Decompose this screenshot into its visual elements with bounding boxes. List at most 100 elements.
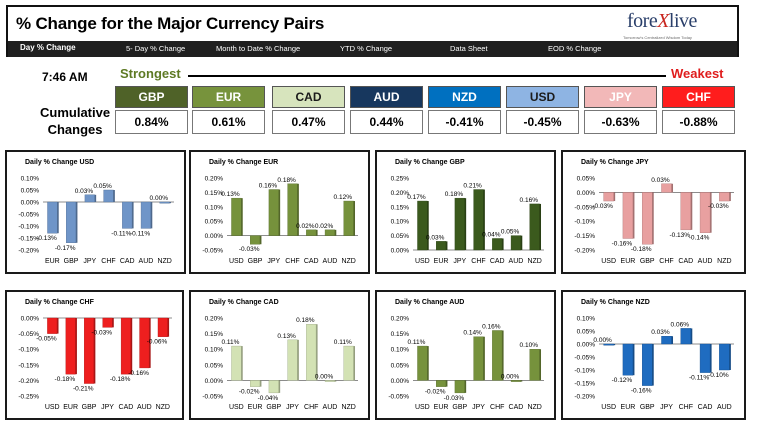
nav-5-day-change[interactable]: 5- Day % Change <box>126 44 186 53</box>
y-tick-label: 0.05% <box>205 362 224 369</box>
bar-eur <box>65 317 76 375</box>
forexlive-logo[interactable]: foreXlive Tomorrow's Centralized Wisdom … <box>617 10 727 44</box>
currency-name: GBP <box>115 86 188 108</box>
x-category-label: EUR <box>621 258 636 265</box>
y-tick-label: -0.15% <box>18 236 39 243</box>
bar-shadow <box>277 380 281 393</box>
currency-card-jpy: JPY -0.63% <box>584 86 657 134</box>
nav-bar: Day % Change 5- Day % Change Month to Da… <box>8 41 737 57</box>
y-tick-label: 0.00% <box>577 342 596 349</box>
bar-cad <box>510 380 521 382</box>
bar-shadow <box>482 336 485 381</box>
bar-value-label: -0.04% <box>258 395 279 402</box>
bar-value-label: -0.03% <box>444 395 465 402</box>
x-category-label: JPY <box>267 258 280 265</box>
bar-cad <box>120 317 131 375</box>
y-tick-label: -0.10% <box>574 219 595 226</box>
y-tick-label: -0.20% <box>18 378 39 385</box>
bar-value-label: -0.16% <box>128 370 149 377</box>
nav-month-to-date[interactable]: Month to Date % Change <box>216 44 301 53</box>
x-category-label: NZD <box>156 404 170 411</box>
bar-shadow <box>463 198 467 250</box>
x-category-label: CHF <box>285 258 299 265</box>
bar-eur <box>47 201 58 234</box>
nav-day-change[interactable]: Day % Change <box>20 43 76 52</box>
currency-change: 0.44% <box>350 110 423 134</box>
bar-shadow <box>296 339 299 381</box>
y-tick-label: 0.10% <box>205 204 224 211</box>
x-category-label: USD <box>229 258 244 265</box>
nav-ytd-change[interactable]: YTD % Change <box>340 44 393 53</box>
bar-cad <box>306 229 317 236</box>
chart-aud: Daily % Change AUD 0.20% 0.15% 0.10% 0.05% 0.… <box>375 290 556 420</box>
y-tick-label: 0.20% <box>205 176 224 183</box>
y-tick-label: -0.05% <box>202 394 223 401</box>
bar-shadow <box>651 344 654 386</box>
x-category-label: JPY <box>472 404 485 411</box>
x-category-label: JPY <box>101 404 114 411</box>
y-tick-label: 0.20% <box>391 190 410 197</box>
bar-aud <box>719 343 730 371</box>
bar-eur <box>622 192 634 239</box>
bar-value-label: -0.18% <box>631 246 652 253</box>
x-category-label: CHF <box>659 258 673 265</box>
bar-cad <box>699 343 711 373</box>
currency-change: -0.45% <box>506 110 579 134</box>
x-category-label: CHF <box>101 258 115 265</box>
bar-value-label: 0.13% <box>277 333 296 340</box>
bar-chf <box>103 189 114 203</box>
chart-title: Daily % Change AUD <box>395 299 465 306</box>
x-category-label: EUR <box>434 404 449 411</box>
bar-shadow <box>689 328 693 344</box>
chart-nzd: Daily % Change NZD 0.10% 0.05% 0.00% -0.05% -… <box>561 290 746 420</box>
bar-shadow <box>92 318 96 384</box>
y-tick-label: 0.05% <box>391 233 410 240</box>
bar-value-label: 0.00% <box>150 195 169 202</box>
bar-shadow <box>612 192 616 202</box>
bar-shadow <box>352 346 356 381</box>
bar-shadow <box>709 192 712 233</box>
nav-data-sheet[interactable]: Data Sheet <box>450 44 488 53</box>
bar-gbp <box>84 317 95 384</box>
y-tick-label: 0.00% <box>391 248 410 255</box>
bar-value-label: -0.03% <box>708 203 729 210</box>
y-tick-label: -0.05% <box>202 248 223 255</box>
bar-shadow <box>131 202 134 229</box>
y-tick-label: 0.00% <box>21 200 40 207</box>
bar-gbp <box>641 192 653 245</box>
y-tick-label: 0.25% <box>391 176 410 183</box>
bar-jpy <box>268 189 279 236</box>
bar-value-label: 0.03% <box>426 234 445 241</box>
x-category-label: NZD <box>341 258 355 265</box>
bar-value-label: -0.16% <box>631 388 652 395</box>
y-tick-label: 0.10% <box>21 176 40 183</box>
bar-value-label: 0.12% <box>334 194 353 201</box>
y-tick-label: 0.00% <box>577 190 596 197</box>
bar-eur <box>622 343 634 376</box>
nav-eod-change[interactable]: EOD % Change <box>548 44 602 53</box>
bar-value-label: -0.10% <box>708 372 729 379</box>
y-tick-label: 0.15% <box>205 190 224 197</box>
x-category-label: CAD <box>120 258 135 265</box>
bar-nzd <box>529 203 540 251</box>
y-tick-label: 0.05% <box>205 219 224 226</box>
bar-shadow <box>56 318 59 334</box>
x-category-label: GBP <box>82 404 97 411</box>
y-tick-label: -0.05% <box>574 355 595 362</box>
bar-value-label: -0.06% <box>147 339 168 346</box>
bar-shadow <box>670 183 674 193</box>
bar-shadow <box>315 229 318 236</box>
bar-nzd <box>157 317 168 337</box>
y-tick-label: -0.20% <box>574 394 595 401</box>
bar-value-label: -0.11% <box>111 230 131 237</box>
bar-value-label: -0.17% <box>55 245 76 252</box>
chart-eur: Daily % Change EUR 0.20% 0.15% 0.10% 0.05% 0.… <box>189 150 370 274</box>
chart-title: Daily % Change NZD <box>581 299 650 306</box>
page-title: % Change for the Major Currency Pairs <box>16 14 325 33</box>
bar-shadow <box>612 344 616 346</box>
x-category-label: AUD <box>137 404 152 411</box>
y-tick-label: 0.00% <box>21 316 40 323</box>
bar-shadow <box>240 198 243 236</box>
weakest-label: Weakest <box>671 66 724 81</box>
bar-shadow <box>482 189 485 250</box>
